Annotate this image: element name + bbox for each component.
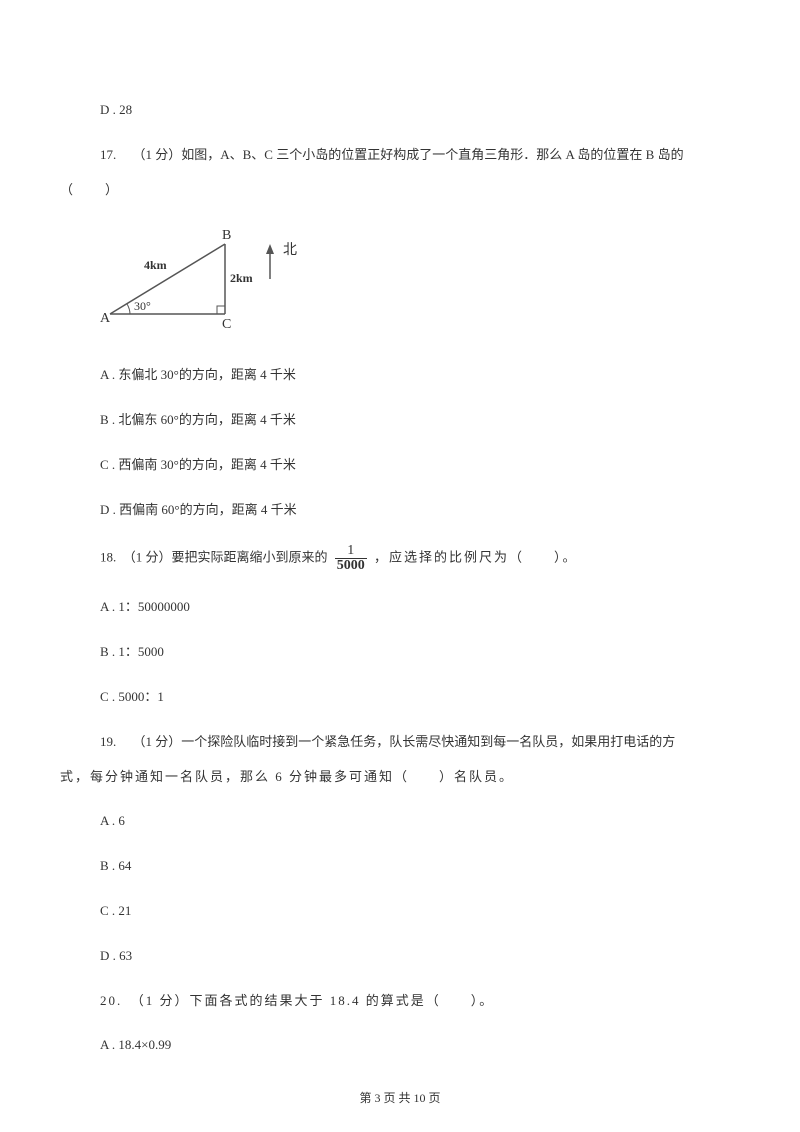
page-number: 第 3 页 共 10 页	[359, 1091, 440, 1105]
option-text: B . 北偏东 60°的方向，距离 4 千米	[100, 412, 296, 427]
q17-option-a: A . 东偏北 30°的方向，距离 4 千米	[60, 365, 740, 386]
q17-diagram: 北 A B C 4km 2km 30°	[60, 224, 740, 341]
label-angle: 30°	[134, 299, 151, 313]
option-text: D . 28	[100, 102, 132, 117]
q17-option-d: D . 西偏南 60°的方向，距离 4 千米	[60, 500, 740, 521]
fraction-1-5000: 1 5000	[335, 544, 367, 573]
option-text: B . 64	[100, 858, 131, 873]
q20-stem: 20. （1 分）下面各式的结果大于 18.4 的算式是（ ）。	[60, 991, 740, 1012]
label-a: A	[100, 311, 111, 326]
q19-option-b: B . 64	[60, 856, 740, 877]
option-text: A . 18.4×0.99	[100, 1037, 171, 1052]
q19-stem-line2: 式，每分钟通知一名队员，那么 6 分钟最多可通知（ ）名队员。	[60, 767, 740, 788]
triangle-diagram: 北 A B C 4km 2km 30°	[100, 224, 300, 334]
q18-stem: 18. （1 分）要把实际距离缩小到原来的 1 5000 ，应选择的比例尺为（ …	[60, 544, 740, 573]
q18-option-c: C . 5000：1	[60, 687, 740, 708]
option-text: D . 63	[100, 948, 132, 963]
option-text: B . 1：5000	[100, 644, 164, 659]
q20-option-a: A . 18.4×0.99	[60, 1035, 740, 1056]
edge-ab	[110, 244, 225, 314]
question-text: 17. （1 分）如图，A、B、C 三个小岛的位置正好构成了一个直角三角形．那么…	[100, 147, 684, 162]
label-b: B	[222, 228, 231, 243]
label-4km: 4km	[144, 258, 167, 272]
question-paren: （ ）	[60, 182, 120, 197]
page-footer: 第 3 页 共 10 页	[0, 1089, 800, 1108]
q16-option-d: D . 28	[60, 100, 740, 121]
north-arrow-head	[266, 244, 274, 254]
label-c: C	[222, 317, 231, 332]
right-angle-marker	[217, 306, 225, 314]
label-2km: 2km	[230, 271, 253, 285]
q18-option-b: B . 1：5000	[60, 642, 740, 663]
q18-stem-before: 18. （1 分）要把实际距离缩小到原来的	[100, 550, 331, 565]
q19-stem-line1: 19. （1 分）一个探险队临时接到一个紧急任务，队长需尽快通知到每一名队员，如…	[60, 732, 740, 753]
q19-option-d: D . 63	[60, 946, 740, 967]
option-text: C . 西偏南 30°的方向，距离 4 千米	[100, 457, 296, 472]
option-text: C . 5000：1	[100, 689, 164, 704]
question-text: 20. （1 分）下面各式的结果大于 18.4 的算式是（ ）。	[100, 993, 494, 1008]
option-text: A . 东偏北 30°的方向，距离 4 千米	[100, 367, 296, 382]
q17-stem-line2: （ ）	[60, 180, 740, 201]
angle-arc	[127, 304, 130, 314]
q19-option-c: C . 21	[60, 901, 740, 922]
question-text: 19. （1 分）一个探险队临时接到一个紧急任务，队长需尽快通知到每一名队员，如…	[100, 734, 675, 749]
fraction-denominator: 5000	[335, 559, 367, 573]
option-text: C . 21	[100, 903, 131, 918]
option-text: A . 6	[100, 813, 125, 828]
question-text: 式，每分钟通知一名队员，那么 6 分钟最多可通知（ ）名队员。	[60, 769, 514, 784]
q18-stem-after: ，应选择的比例尺为（ ）。	[374, 550, 578, 565]
q19-option-a: A . 6	[60, 811, 740, 832]
q17-stem-line1: 17. （1 分）如图，A、B、C 三个小岛的位置正好构成了一个直角三角形．那么…	[60, 145, 740, 166]
option-text: A . 1：50000000	[100, 599, 190, 614]
q18-option-a: A . 1：50000000	[60, 597, 740, 618]
q17-option-b: B . 北偏东 60°的方向，距离 4 千米	[60, 410, 740, 431]
fraction-numerator: 1	[335, 544, 367, 559]
q17-option-c: C . 西偏南 30°的方向，距离 4 千米	[60, 455, 740, 476]
option-text: D . 西偏南 60°的方向，距离 4 千米	[100, 502, 297, 517]
north-label: 北	[283, 242, 297, 258]
